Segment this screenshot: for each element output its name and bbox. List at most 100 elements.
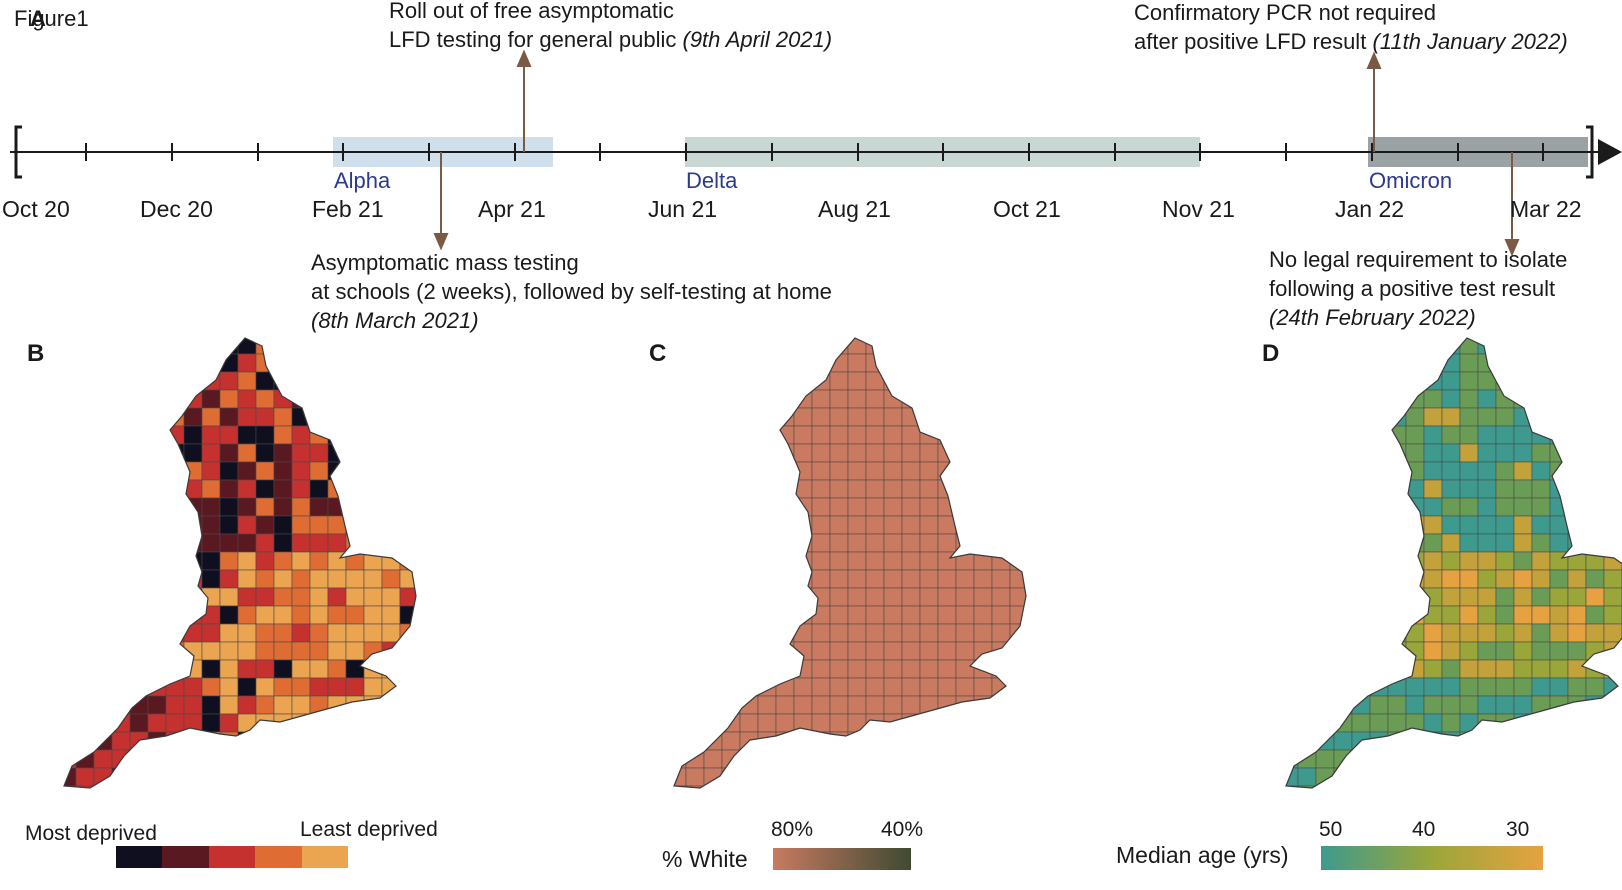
map-region [165,479,185,499]
map-region [75,695,95,715]
map-region [901,731,921,751]
map-region [399,659,416,679]
map-region [674,731,687,751]
map-region [991,713,1011,733]
map-region [201,677,221,697]
map-region [739,695,759,715]
map-region [64,533,77,553]
map-region [829,443,849,463]
map-region [309,731,329,751]
map-region [775,389,795,409]
map-region [399,785,416,788]
map-region [1387,515,1407,535]
map-region [64,371,77,391]
map-region [703,407,723,427]
map-region [363,731,383,751]
map-region [327,677,347,697]
map-region [901,461,921,481]
map-region [937,338,957,355]
map-region [1423,731,1443,751]
map-region [1064,804,1070,806]
map-region [1603,533,1622,553]
map-region [436,426,454,444]
map-region [1315,587,1335,607]
map-region [811,371,831,391]
map-region [255,407,275,427]
map-region [201,371,221,391]
map-region [1286,731,1299,751]
map-region [129,389,149,409]
map-region [237,731,257,751]
map-region [309,389,329,409]
map-region [1046,444,1064,462]
map-region [165,338,185,355]
map-region [1286,407,1299,427]
map-region [418,732,436,750]
map-region [973,338,993,355]
map-region [256,804,274,806]
map-region [1567,605,1587,625]
map-region [1046,372,1064,390]
map-region [883,713,903,733]
map-region [703,659,723,679]
panel-b-letter: B [27,340,45,367]
map-region [183,677,203,697]
map-region [955,713,975,733]
map-region [1567,338,1587,355]
map-region [309,407,329,427]
map-region [273,338,293,355]
map-region [1387,659,1407,679]
map-region [75,623,95,643]
map-region [1531,749,1551,769]
map-region [1028,732,1046,750]
map-region [721,695,741,715]
map-region [1064,588,1070,606]
map-region [811,479,831,499]
map-region [111,338,131,355]
map-region [1262,408,1280,426]
map-region [955,767,975,787]
map-region [291,479,311,499]
map-region [883,569,903,589]
map-region [775,695,795,715]
map-region [1423,623,1443,643]
map-region [1297,623,1317,643]
map-region [883,407,903,427]
legend-d-title: Median age (yrs) [1116,842,1289,868]
map-region [1441,479,1461,499]
map-region [1262,534,1280,552]
map-region [64,389,77,409]
map-region [454,516,460,534]
map-region [436,714,454,732]
map-region [973,461,993,481]
map-region [1495,515,1515,535]
map-region [991,623,1011,643]
map-region [418,444,436,462]
map-region [1459,713,1479,733]
map-region [345,569,365,589]
map-region [273,461,293,481]
map-region [865,569,885,589]
map-region [812,804,830,806]
map-region [775,551,795,571]
month-label: Mar 22 [1510,196,1582,222]
map-region [201,407,221,427]
map-region [650,786,668,804]
map-region [1441,677,1461,697]
map-region [1585,443,1605,463]
map-region [75,407,95,427]
map-region [237,749,257,769]
map-region [685,623,705,643]
map-region [883,551,903,571]
map-region [1513,677,1533,697]
map-region [436,642,454,660]
map-region [991,497,1011,517]
map-region [739,551,759,571]
map-region [381,713,401,733]
map-region [436,588,454,606]
map-region [454,534,460,552]
map-region [1333,461,1353,481]
map-region [1513,497,1533,517]
map-region [721,677,741,697]
map-region [436,804,454,806]
